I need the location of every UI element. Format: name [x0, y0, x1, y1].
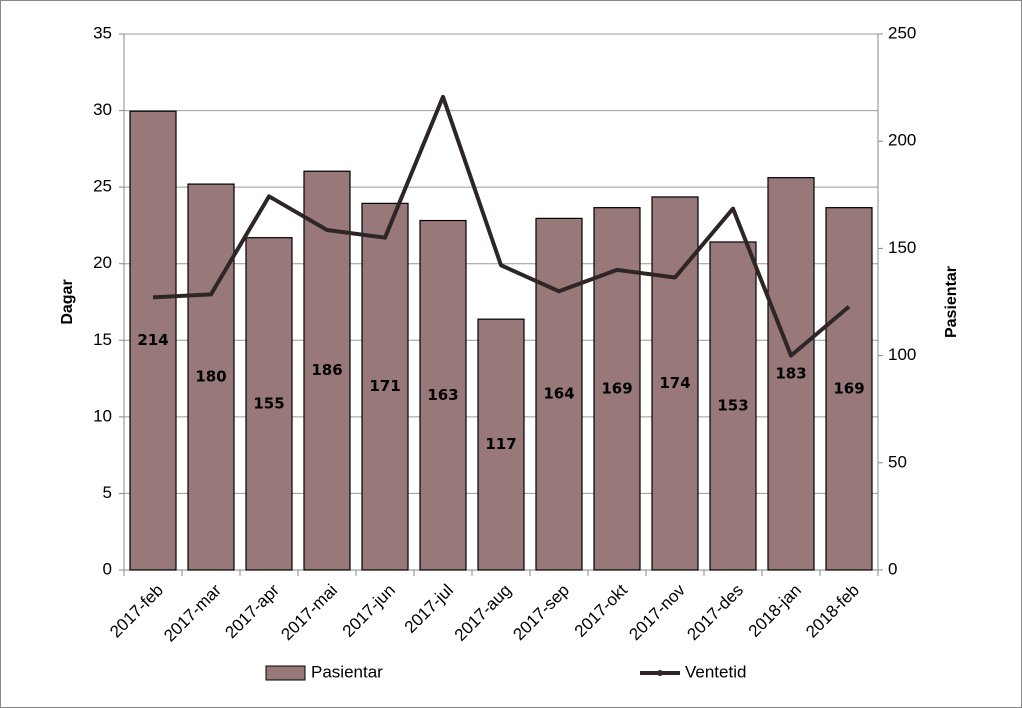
bar — [129, 110, 177, 571]
data-label: 117 — [485, 435, 516, 453]
data-label: 164 — [543, 385, 574, 403]
y-tick-label: 0 — [103, 559, 112, 578]
y-tick-label: 10 — [93, 406, 112, 425]
y2-tick-label: 50 — [888, 452, 907, 471]
line — [152, 94, 851, 358]
bar — [767, 177, 815, 571]
bar — [361, 202, 409, 571]
data-label: 214 — [137, 331, 168, 349]
legend-swatch — [265, 665, 306, 681]
y-tick-label: 20 — [93, 253, 112, 272]
y-axis-title: Dagar — [59, 279, 76, 324]
data-label: 183 — [775, 364, 806, 382]
bar — [419, 219, 467, 571]
legend-marker — [657, 670, 663, 676]
y2-tick-label: 150 — [888, 238, 916, 257]
y2-tick-label: 0 — [888, 559, 897, 578]
data-label: 171 — [369, 377, 400, 395]
y2-tick-label: 100 — [888, 345, 916, 364]
data-label: 169 — [601, 379, 632, 397]
y2-tick-label: 200 — [888, 131, 916, 150]
data-label: 153 — [717, 396, 748, 414]
data-label: 186 — [311, 361, 342, 379]
data-label: 163 — [427, 386, 458, 404]
data-label: 180 — [195, 368, 226, 386]
legend-label: Pasientar — [311, 662, 383, 681]
data-label: 169 — [833, 379, 864, 397]
bar — [825, 207, 873, 571]
bar — [245, 237, 293, 571]
bar — [535, 217, 583, 571]
y-tick-label: 30 — [93, 100, 112, 119]
bar — [187, 183, 235, 571]
bar — [303, 170, 351, 571]
legend-label: Ventetid — [685, 662, 746, 681]
data-label: 155 — [253, 394, 284, 412]
bar — [709, 241, 757, 571]
y-tick-label: 35 — [93, 23, 112, 42]
bar — [477, 318, 525, 571]
y2-tick-label: 250 — [888, 23, 916, 42]
y-tick-label: 25 — [93, 177, 112, 196]
y-tick-label: 5 — [103, 483, 112, 502]
data-label: 174 — [659, 374, 690, 392]
y2-axis-title: Pasientar — [943, 266, 960, 338]
y-tick-label: 15 — [93, 330, 112, 349]
